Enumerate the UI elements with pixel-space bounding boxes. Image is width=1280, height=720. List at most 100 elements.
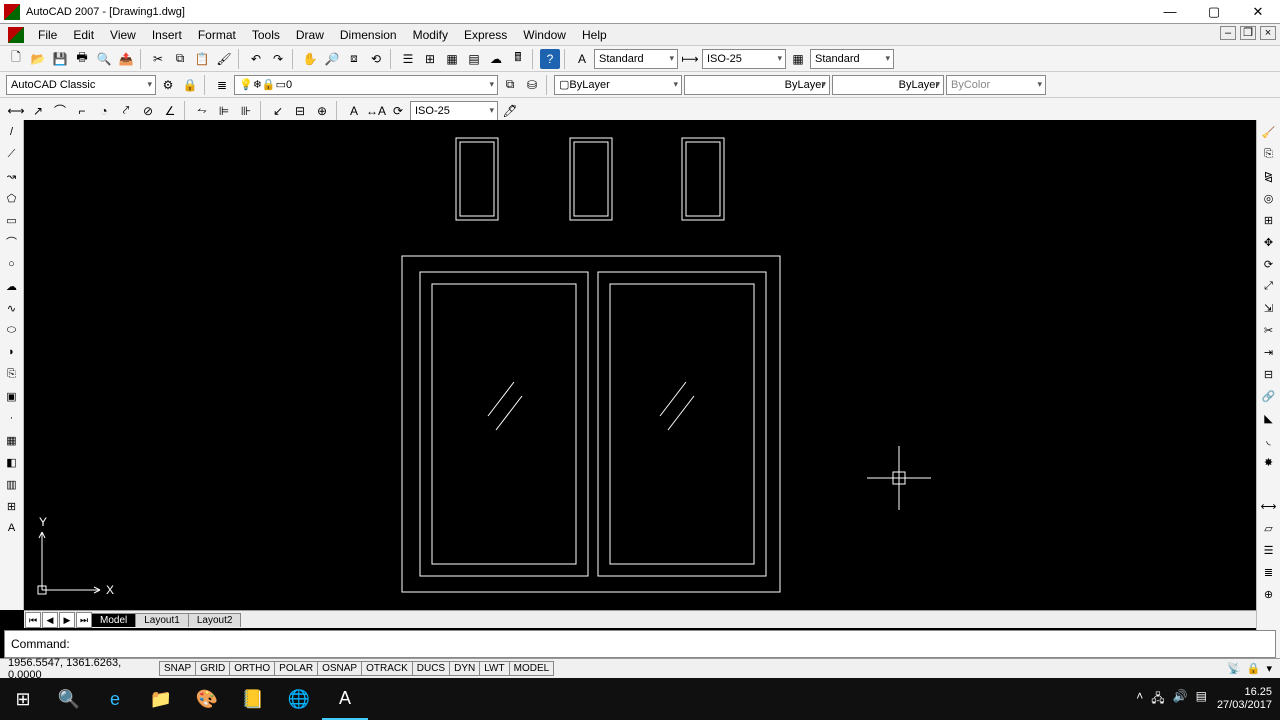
dim-center-icon[interactable]: ⊕ (312, 101, 332, 121)
layer-states-icon[interactable]: ⛁ (522, 75, 542, 95)
dimstyle-combo[interactable]: ISO-25 (702, 49, 786, 69)
mdi-minimize[interactable]: – (1220, 26, 1236, 40)
color-combo[interactable]: ▢ ByLayer (554, 75, 682, 95)
cut-icon[interactable]: ✂ (148, 49, 168, 69)
sheetset-icon[interactable]: ▤ (464, 49, 484, 69)
plotstyle-combo[interactable]: ByColor (946, 75, 1046, 95)
revcloud-icon[interactable]: ☁ (2, 276, 22, 296)
dim-ordinate-icon[interactable]: ⌐ (72, 101, 92, 121)
maximize-button[interactable]: ▢ (1192, 0, 1236, 24)
ws-lock-icon[interactable]: 🔒 (180, 75, 200, 95)
paint-icon[interactable]: 🎨 (184, 678, 230, 720)
toggle-lwt[interactable]: LWT (479, 661, 509, 676)
redo-icon[interactable]: ↷ (268, 49, 288, 69)
chrome-icon[interactable]: 🌐 (276, 678, 322, 720)
tab-layout2[interactable]: Layout2 (188, 613, 242, 627)
help-icon[interactable]: ? (540, 49, 560, 69)
toggle-osnap[interactable]: OSNAP (317, 661, 362, 676)
point-icon[interactable]: · (2, 408, 22, 428)
mirror-icon[interactable]: ⧎ (1259, 166, 1279, 186)
table-icon[interactable]: ⊞ (2, 496, 22, 516)
search-icon[interactable]: 🔍 (46, 678, 92, 720)
extend-icon[interactable]: ⇥ (1259, 342, 1279, 362)
dim-tedit-icon[interactable]: ↔A (366, 101, 386, 121)
gradient-icon[interactable]: ◧ (2, 452, 22, 472)
xline-icon[interactable]: ⟋ (2, 144, 22, 164)
dim-angular-icon[interactable]: ∠ (160, 101, 180, 121)
circle-icon[interactable]: ○ (2, 254, 22, 274)
open-icon[interactable]: 📂 (28, 49, 48, 69)
toggle-polar[interactable]: POLAR (274, 661, 318, 676)
textstyle-combo[interactable]: Standard (594, 49, 678, 69)
lineweight-combo[interactable]: ByLayer (832, 75, 944, 95)
mdi-close[interactable]: × (1260, 26, 1276, 40)
publish-icon[interactable]: 📤 (116, 49, 136, 69)
stretch-icon[interactable]: ⇲ (1259, 298, 1279, 318)
menu-tools[interactable]: Tools (244, 26, 288, 44)
toolpalette-icon[interactable]: ▦ (442, 49, 462, 69)
toggle-model[interactable]: MODEL (509, 661, 555, 676)
minimize-button[interactable]: — (1148, 0, 1192, 24)
chamfer-icon[interactable]: ◣ (1259, 408, 1279, 428)
toggle-ortho[interactable]: ORTHO (229, 661, 275, 676)
list-icon[interactable]: ≣ (1259, 562, 1279, 582)
dim-diameter-icon[interactable]: ⊘ (138, 101, 158, 121)
linetype-combo[interactable]: ByLayer (684, 75, 830, 95)
array-icon[interactable]: ⊞ (1259, 210, 1279, 230)
autocad-task-icon[interactable]: A (322, 678, 368, 720)
menu-help[interactable]: Help (574, 26, 615, 44)
zoom-win-icon[interactable]: ⧈ (344, 49, 364, 69)
dist-icon[interactable]: ⟷ (1259, 496, 1279, 516)
menu-window[interactable]: Window (515, 26, 574, 44)
area-icon[interactable]: ▱ (1259, 518, 1279, 538)
dim-update-icon[interactable]: ⟳ (388, 101, 408, 121)
dim-leader-icon[interactable]: ↙ (268, 101, 288, 121)
toggle-ducs[interactable]: DUCS (412, 661, 450, 676)
edge-icon[interactable]: e (92, 678, 138, 720)
menu-draw[interactable]: Draw (288, 26, 332, 44)
workspace-combo[interactable]: AutoCAD Classic (6, 75, 156, 95)
dim-arc-icon[interactable]: ⌒ (50, 101, 70, 121)
offset-icon[interactable]: ◎ (1259, 188, 1279, 208)
tab-last-icon[interactable]: ⏭ (76, 612, 92, 628)
tab-model[interactable]: Model (91, 613, 136, 627)
dim-quick-icon[interactable]: ⥊ (192, 101, 212, 121)
command-line[interactable]: Command: (4, 630, 1276, 658)
toggle-grid[interactable]: GRID (195, 661, 230, 676)
toggle-dyn[interactable]: DYN (449, 661, 480, 676)
menu-modify[interactable]: Modify (405, 26, 456, 44)
region-icon[interactable]: ▥ (2, 474, 22, 494)
arc-icon[interactable]: ⌒ (2, 232, 22, 252)
menu-dimension[interactable]: Dimension (332, 26, 405, 44)
dim-continue-icon[interactable]: ⊪ (236, 101, 256, 121)
rotate-icon[interactable]: ⟳ (1259, 254, 1279, 274)
dim-baseline-icon[interactable]: ⊫ (214, 101, 234, 121)
clock[interactable]: 16.25 27/03/2017 (1217, 686, 1272, 712)
dim-jogged-icon[interactable]: ⤤ (116, 101, 136, 121)
ws-settings-icon[interactable]: ⚙ (158, 75, 178, 95)
start-icon[interactable]: ⊞ (0, 678, 46, 720)
properties-icon[interactable]: ☰ (398, 49, 418, 69)
tablestyle-icon[interactable]: ▦ (788, 49, 808, 69)
paste-icon[interactable]: 📋 (192, 49, 212, 69)
menu-file[interactable]: File (30, 26, 65, 44)
mtext-icon[interactable]: A (2, 518, 22, 538)
explode-icon[interactable]: ✸ (1259, 452, 1279, 472)
close-button[interactable]: ✕ (1236, 0, 1280, 24)
tab-next-icon[interactable]: ▶ (59, 612, 75, 628)
tab-layout1[interactable]: Layout1 (135, 613, 189, 627)
preview-icon[interactable]: 🔍 (94, 49, 114, 69)
tab-first-icon[interactable]: ⏮ (25, 612, 41, 628)
tray-net-icon[interactable]: 🖧 (1151, 689, 1164, 710)
layer-prev-icon[interactable]: ⧉ (500, 75, 520, 95)
spline-icon[interactable]: ∿ (2, 298, 22, 318)
region-mp-icon[interactable]: ☰ (1259, 540, 1279, 560)
tray-up-icon[interactable]: ˄ (1136, 689, 1143, 710)
tablestyle-combo[interactable]: Standard (810, 49, 894, 69)
join-icon[interactable]: 🔗 (1259, 386, 1279, 406)
block-icon[interactable]: ▣ (2, 386, 22, 406)
matchprop-icon[interactable]: 🖌 (214, 49, 234, 69)
layer-manager-icon[interactable]: ≣ (212, 75, 232, 95)
explorer-icon[interactable]: 📁 (138, 678, 184, 720)
rectangle-icon[interactable]: ▭ (2, 210, 22, 230)
